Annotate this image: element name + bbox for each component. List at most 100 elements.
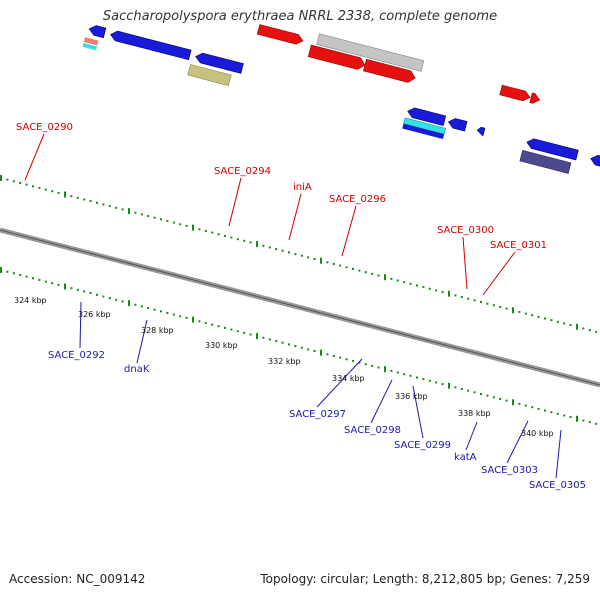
callout-kata — [465, 421, 478, 451]
callout-sace-0297 — [316, 358, 363, 408]
label-sace-0296: SACE_0296 — [329, 194, 386, 205]
upper-track-minor-tick — [473, 299, 476, 302]
gene-darkslate[interactable] — [519, 149, 572, 174]
lower-track-minor-tick — [332, 355, 335, 357]
lower-track-minor-tick — [185, 316, 188, 319]
upper-track-minor-tick — [281, 249, 284, 252]
lower-track-minor-tick — [352, 359, 354, 362]
upper-track-minor-tick — [108, 205, 111, 208]
upper-track-minor-tick — [185, 224, 188, 227]
lower-track-minor-tick — [57, 283, 60, 286]
label-sace-0299: SACE_0299 — [394, 440, 451, 451]
upper-track-minor-tick — [153, 216, 156, 219]
upper-track-minor-tick — [569, 324, 572, 327]
gene-sace-0300[interactable] — [499, 84, 532, 102]
gene-sace-0298[interactable] — [447, 117, 468, 132]
upper-track-minor-tick — [550, 319, 553, 322]
upper-track-minor-tick — [409, 282, 412, 285]
gene-sace-0303[interactable] — [589, 154, 600, 169]
lower-track-minor-tick — [358, 361, 361, 364]
lower-track-minor-tick — [108, 297, 111, 300]
lower-track-minor-tick — [147, 307, 150, 309]
upper-track-minor-tick — [198, 228, 201, 231]
lower-track-minor-tick — [345, 358, 348, 361]
label-sace-0292: SACE_0292 — [48, 350, 105, 361]
gene-sace-0296b[interactable] — [363, 58, 416, 84]
lower-track-minor-tick — [243, 331, 246, 334]
upper-track-major-tick — [192, 224, 194, 231]
lower-track-minor-tick — [121, 300, 124, 303]
lower-track-minor-tick — [524, 404, 527, 407]
upper-track-minor-tick — [243, 239, 246, 242]
upper-track-minor-tick — [480, 301, 482, 303]
gene-kata[interactable] — [526, 137, 579, 161]
upper-track-minor-tick — [352, 267, 354, 270]
lower-track-minor-tick — [51, 282, 54, 285]
upper-track-minor-tick — [6, 178, 9, 181]
callout-inia — [288, 193, 302, 241]
lower-track-minor-tick — [281, 341, 284, 344]
callout-sace-0292 — [79, 301, 82, 349]
lower-track-minor-tick — [153, 308, 156, 311]
callout-dnak — [136, 319, 148, 364]
gene-blue-mid[interactable] — [402, 123, 445, 139]
lower-track-minor-tick — [544, 409, 546, 412]
upper-track-minor-tick — [524, 312, 527, 315]
lower-track-minor-tick — [403, 373, 406, 376]
lower-track-major-tick — [448, 382, 450, 389]
callout-sace-0290 — [24, 133, 45, 181]
upper-track-minor-tick — [288, 251, 290, 254]
lower-track-major-tick — [512, 399, 514, 406]
gene-sace-0292[interactable] — [109, 30, 192, 61]
gene-sace-0294[interactable] — [256, 24, 304, 45]
tick-track-lower — [0, 267, 598, 425]
lower-track-minor-tick — [441, 383, 444, 386]
lower-track-minor-tick — [531, 406, 534, 409]
upper-track-minor-tick — [44, 188, 47, 191]
lower-track-minor-tick — [179, 315, 182, 318]
upper-track-minor-tick — [70, 195, 73, 198]
gene-reverse-small-a[interactable] — [88, 24, 107, 39]
gene-cyan-small[interactable] — [82, 42, 98, 51]
gene-dnak[interactable] — [194, 52, 244, 74]
lower-track-minor-tick — [288, 343, 290, 346]
lower-track-minor-tick — [211, 323, 214, 326]
upper-track-minor-tick — [537, 315, 540, 318]
label-kata: katA — [454, 452, 477, 463]
lower-track-minor-tick — [556, 412, 559, 415]
upper-track-minor-tick — [19, 182, 22, 184]
kbp-label-340: 340 kbp — [521, 429, 554, 438]
gene-sace-0299[interactable] — [476, 126, 486, 137]
upper-track-minor-tick — [518, 310, 521, 313]
callout-sace-0294 — [228, 177, 242, 227]
callouts-forward — [24, 133, 516, 296]
upper-track-minor-tick — [230, 236, 233, 239]
label-sace-0303: SACE_0303 — [481, 465, 538, 476]
gene-sace-0297[interactable] — [406, 106, 447, 127]
callout-sace-0301 — [482, 251, 516, 296]
lower-track-major-tick — [576, 415, 578, 422]
lower-track-minor-tick — [217, 325, 220, 328]
callout-sace-0298 — [370, 379, 393, 424]
gene-sace-0296[interactable] — [307, 44, 366, 71]
upper-track-minor-tick — [166, 220, 169, 222]
gene-sace-0301[interactable] — [529, 92, 541, 105]
lower-track-minor-tick — [89, 292, 92, 295]
upper-track-minor-tick — [345, 266, 348, 269]
lower-track-minor-tick — [198, 320, 201, 323]
gene-inia[interactable] — [316, 33, 425, 72]
kbp-label-326: 326 kbp — [78, 310, 111, 319]
gene-cyan-mid[interactable] — [403, 117, 447, 135]
lower-track-minor-tick — [371, 364, 374, 367]
gene-khaki[interactable] — [187, 64, 232, 86]
upper-track-minor-tick — [102, 203, 105, 206]
lower-track-minor-tick — [569, 416, 572, 419]
callout-sace-0300 — [462, 236, 468, 290]
gene-salmon[interactable] — [83, 37, 99, 46]
lower-track-minor-tick — [25, 275, 28, 278]
upper-track-minor-tick — [236, 238, 239, 241]
upper-track-major-tick — [384, 274, 386, 281]
upper-track-minor-tick — [96, 201, 98, 204]
lower-track-minor-tick — [473, 391, 476, 394]
